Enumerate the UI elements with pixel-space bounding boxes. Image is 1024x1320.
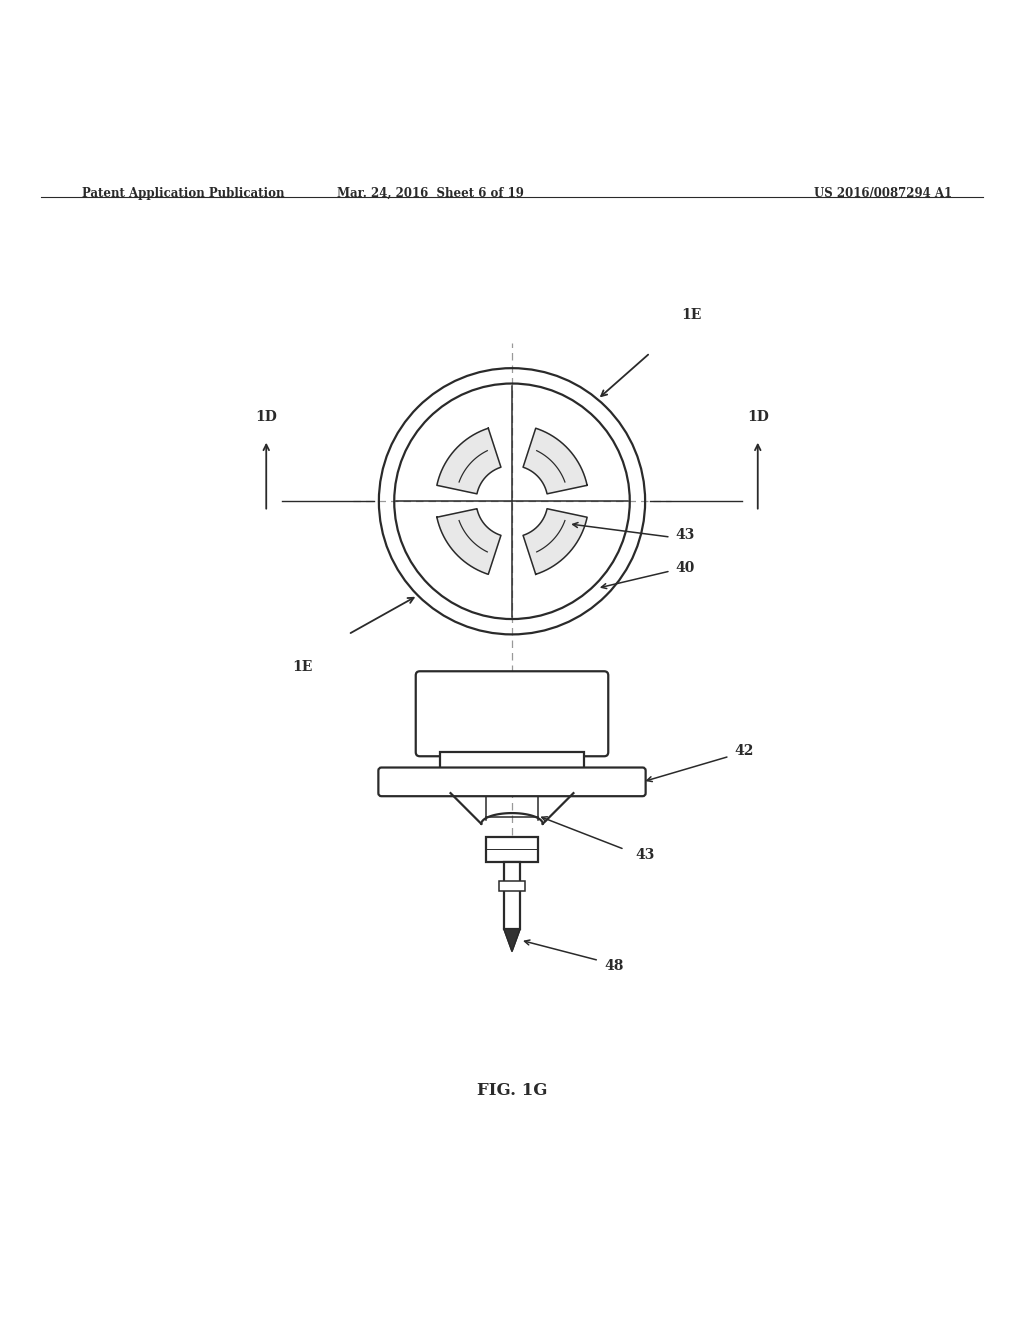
- Polygon shape: [437, 428, 501, 494]
- Bar: [486, 837, 538, 862]
- Text: Patent Application Publication: Patent Application Publication: [82, 187, 285, 199]
- Text: 1D: 1D: [746, 411, 769, 425]
- FancyBboxPatch shape: [379, 767, 646, 796]
- Bar: [440, 752, 584, 771]
- Bar: [500, 880, 524, 891]
- Polygon shape: [523, 508, 587, 574]
- Polygon shape: [504, 929, 520, 952]
- FancyBboxPatch shape: [416, 672, 608, 756]
- Polygon shape: [523, 428, 587, 494]
- Text: 1D: 1D: [255, 411, 278, 425]
- Text: 1E: 1E: [681, 308, 701, 322]
- Text: FIG. 1G: FIG. 1G: [477, 1081, 547, 1098]
- Text: 1E: 1E: [292, 660, 312, 675]
- Text: 43: 43: [635, 847, 654, 862]
- Text: Mar. 24, 2016  Sheet 6 of 19: Mar. 24, 2016 Sheet 6 of 19: [337, 187, 523, 199]
- Text: 48: 48: [604, 958, 624, 973]
- Bar: [504, 862, 520, 929]
- Text: 42: 42: [734, 744, 754, 758]
- Text: 40: 40: [676, 561, 695, 574]
- Text: US 2016/0087294 A1: US 2016/0087294 A1: [814, 187, 952, 199]
- Polygon shape: [437, 508, 501, 574]
- Text: 43: 43: [676, 528, 695, 543]
